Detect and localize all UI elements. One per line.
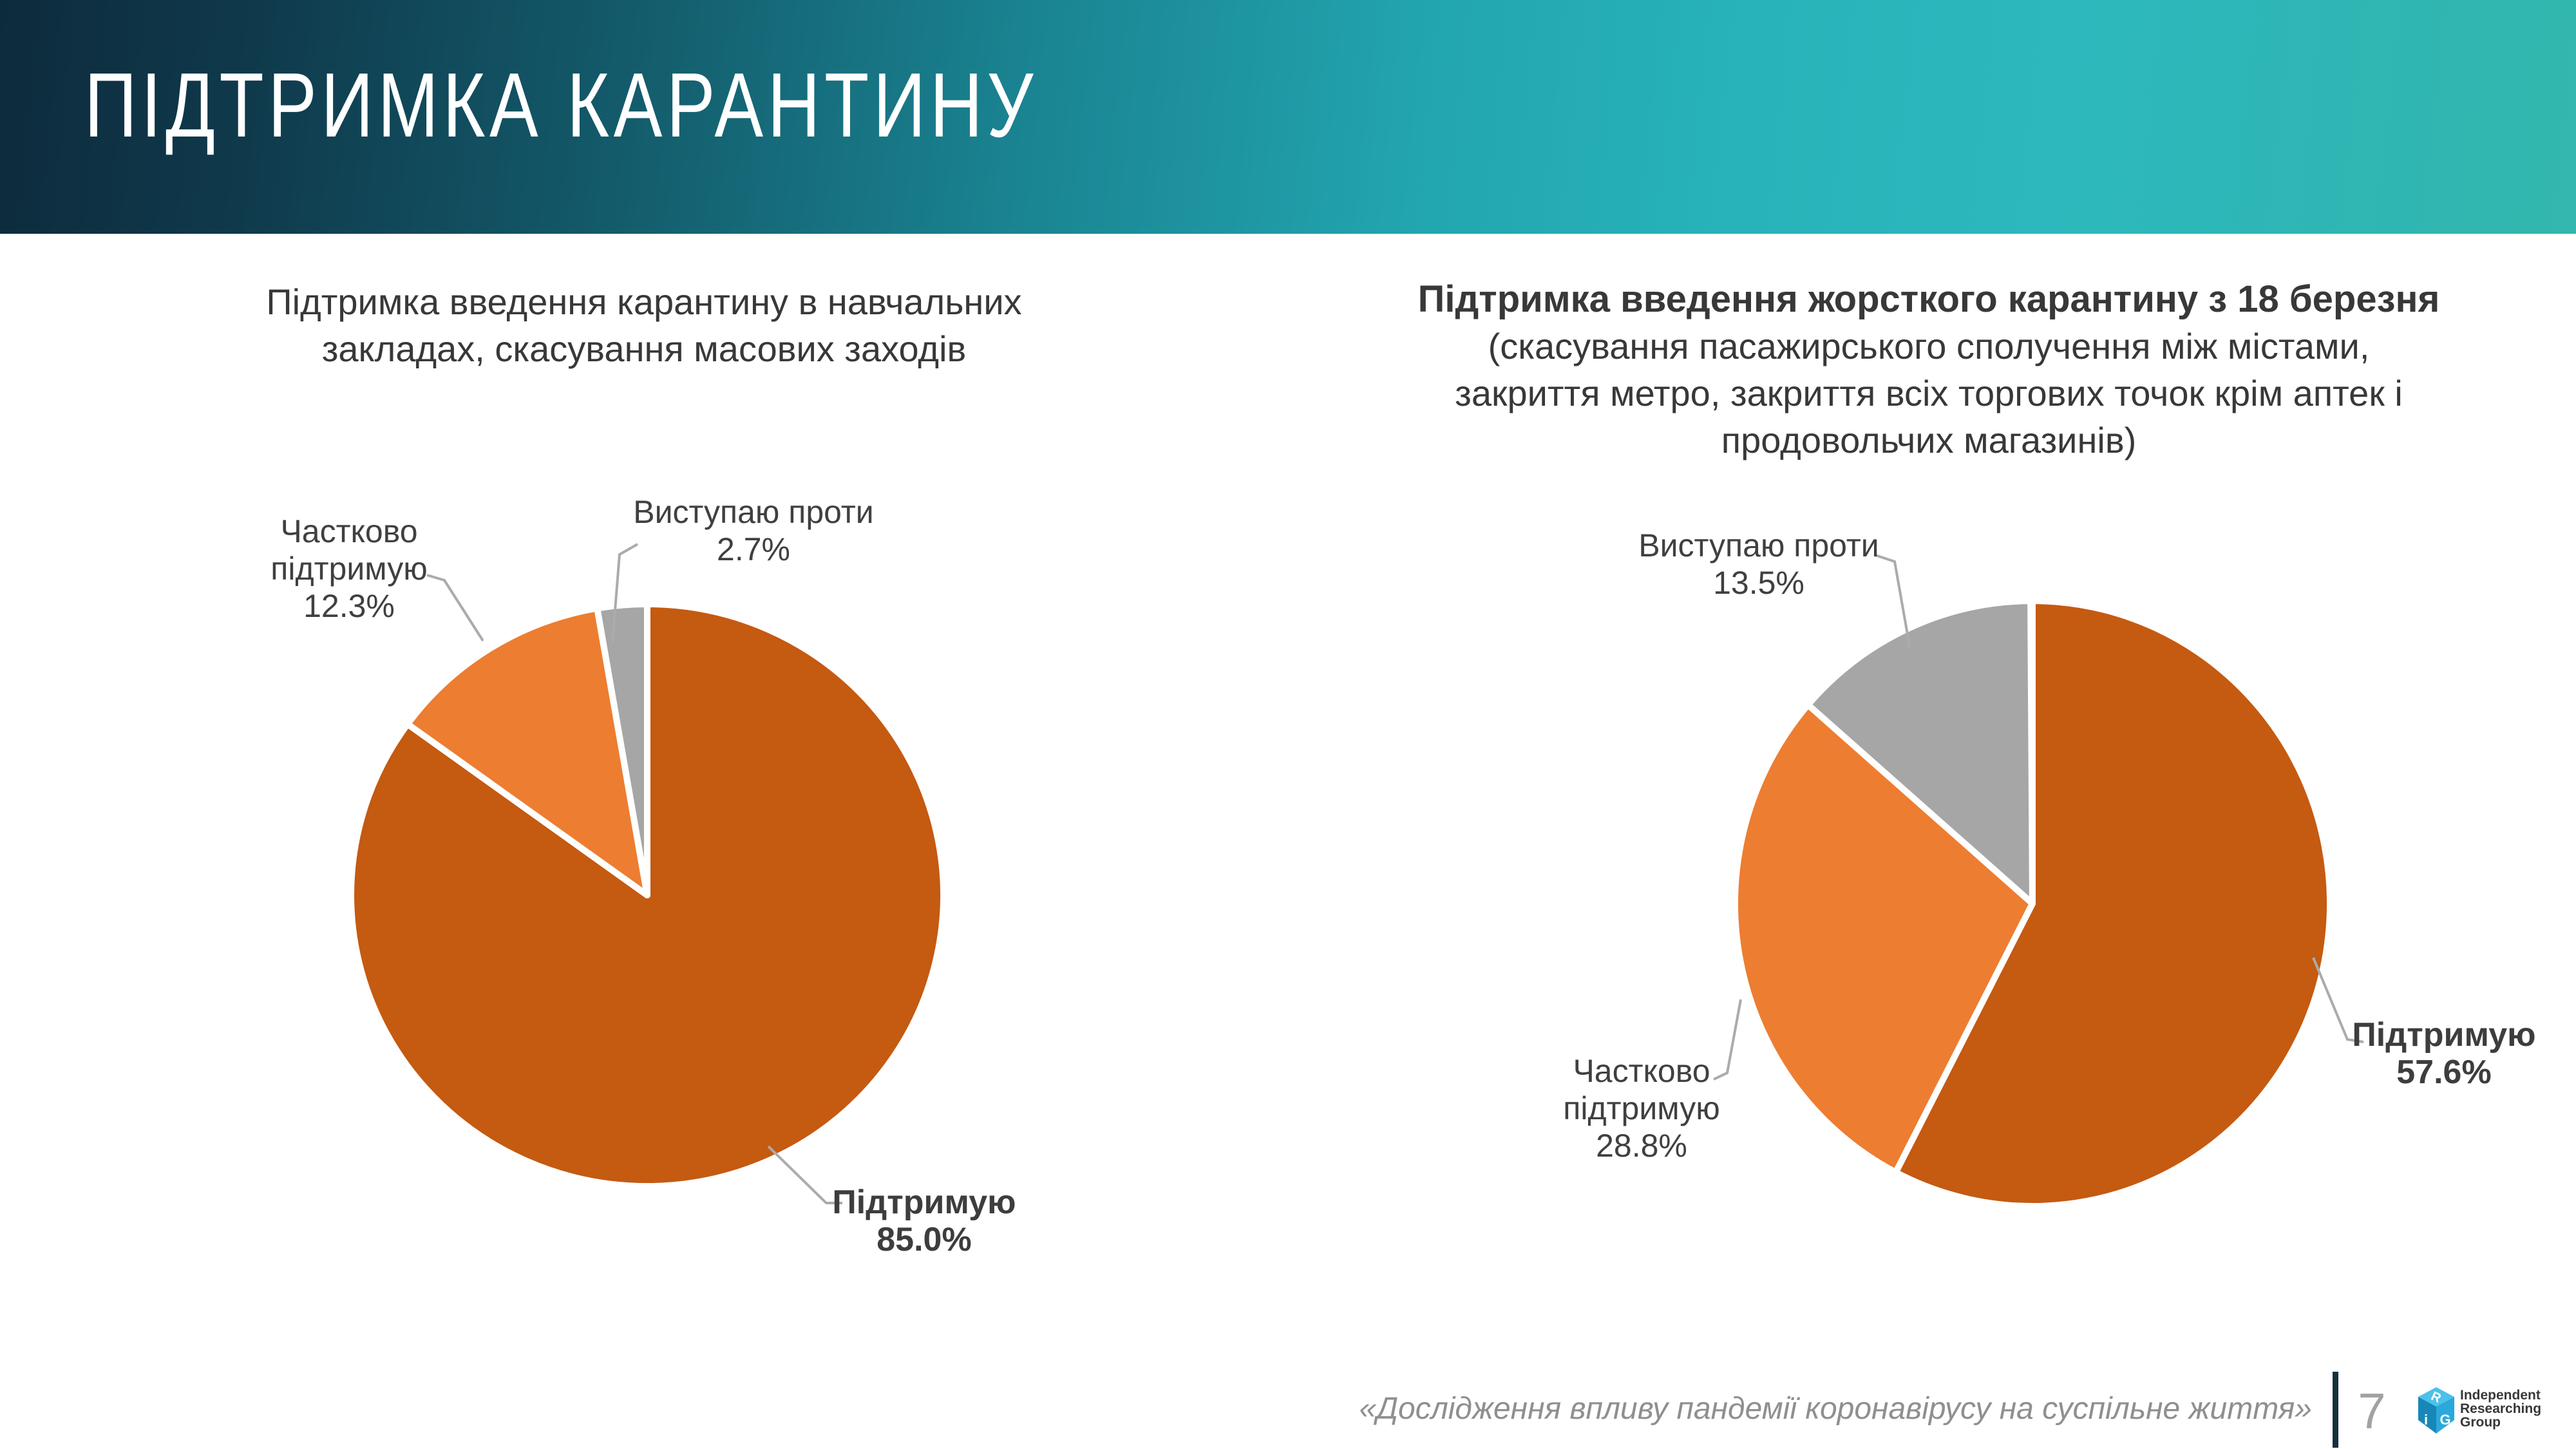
header-band: ПІДТРИМКА КАРАНТИНУ — [0, 0, 2576, 234]
cube-letter-i: i — [2424, 1412, 2428, 1428]
footer-divider — [2333, 1372, 2338, 1448]
label-left-partial: Частково підтримую 12.3% — [220, 513, 478, 625]
chart-right-title-line: Підтримка введення жорсткого карантину з… — [1417, 278, 2440, 320]
label-line: підтримую — [270, 551, 428, 587]
label-line: Виступаю проти — [633, 494, 874, 530]
label-percent: 2.7% — [717, 531, 790, 567]
label-line: Підтримую — [832, 1184, 1016, 1221]
page-number: 7 — [2358, 1383, 2386, 1439]
pie-slice-Частково підтримую — [1731, 701, 2036, 1176]
label-percent: 12.3% — [303, 588, 395, 624]
irg-logo: R i G Independent Researching Group — [2415, 1385, 2576, 1443]
label-right-support: Підтримую 57.6% — [2315, 1016, 2573, 1091]
label-line: Виступаю проти — [1638, 527, 1879, 564]
pie-slice-Підтримую — [1892, 598, 2334, 1209]
chart-right-title: Підтримка введення жорсткого карантину з… — [1340, 276, 2518, 464]
label-right-against: Виступаю проти 13.5% — [1630, 527, 1888, 601]
cube-right-face — [2436, 1397, 2454, 1434]
chart-left-title-line: Підтримка введення карантину в навчальни… — [266, 281, 1022, 322]
logo-text-line: Researching — [2460, 1401, 2542, 1416]
cube-left-face — [2418, 1397, 2436, 1434]
slide-title: ПІДТРИМКА КАРАНТИНУ — [84, 54, 1037, 156]
footer-citation: «Дослідження впливу пандемії коронавірус… — [1359, 1392, 2313, 1426]
label-percent: 57.6% — [2396, 1054, 2492, 1091]
pie-slice-Підтримую — [348, 601, 947, 1189]
irg-logo-text: Independent Researching Group — [2460, 1388, 2541, 1429]
irg-cube-icon: R i G — [2418, 1387, 2454, 1434]
pie-slice-Виступаю проти — [594, 601, 650, 898]
chart-right-title-line: продовольчих магазинів) — [1721, 420, 2137, 460]
chart-left-title: Підтримка введення карантину в навчальни… — [129, 278, 1159, 372]
logo-text-line: Group — [2460, 1415, 2501, 1430]
chart-right-title-line: (скасування пасажирського сполучення між… — [1488, 326, 2370, 366]
chart-right-title-line: закриття метро, закриття всіх торгових т… — [1455, 373, 2403, 413]
label-percent: 28.8% — [1596, 1128, 1687, 1164]
label-line: підтримую — [1563, 1090, 1720, 1126]
logo-text-line: Independent — [2460, 1388, 2541, 1403]
label-percent: 85.0% — [876, 1221, 972, 1258]
cube-letter-g: G — [2439, 1412, 2450, 1428]
label-left-support: Підтримую 85.0% — [795, 1184, 1053, 1258]
label-percent: 13.5% — [1713, 565, 1804, 601]
label-line: Підтримую — [2352, 1016, 2536, 1054]
label-line: Частково — [280, 513, 418, 549]
pie-slice-Частково підтримую — [404, 605, 650, 898]
pie-slice-Виступаю проти — [1804, 598, 2036, 907]
label-left-against: Виступаю проти 2.7% — [625, 493, 882, 568]
chart-left-title-line: закладах, скасування масових заходів — [321, 328, 967, 369]
label-line: Частково — [1573, 1053, 1710, 1089]
label-right-partial: Частково підтримую 28.8% — [1513, 1052, 1770, 1164]
